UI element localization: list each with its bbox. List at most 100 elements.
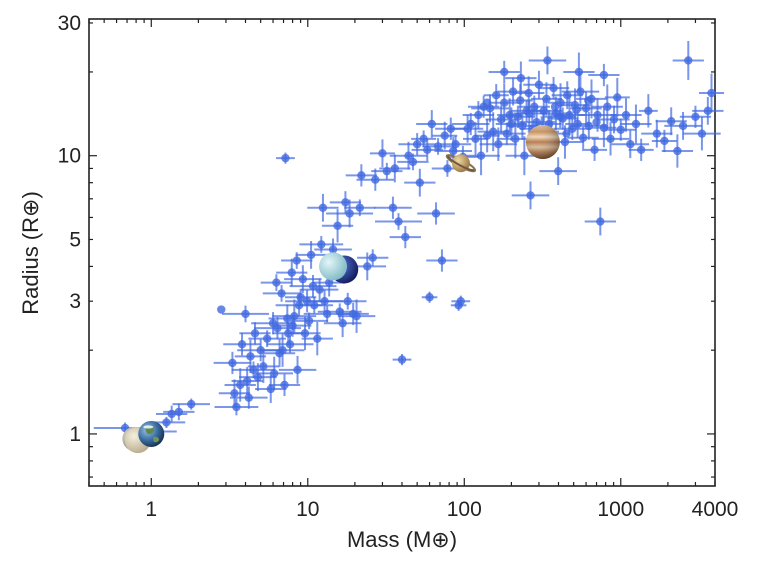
data-point [268, 373, 301, 397]
x-axis-title: Mass (M⊕) [347, 527, 457, 552]
point-marker [292, 256, 301, 265]
data-point [278, 355, 317, 384]
point-marker [246, 352, 255, 361]
point-marker [543, 56, 552, 65]
point-marker [324, 278, 334, 287]
point-marker [368, 253, 377, 262]
point-marker [542, 94, 551, 104]
point-marker [596, 217, 605, 226]
point-marker [524, 88, 533, 98]
planet-shade [525, 125, 560, 160]
data-point [604, 77, 630, 117]
point-marker [250, 329, 260, 338]
point-marker [431, 209, 441, 218]
point-marker [236, 380, 245, 390]
data-point [698, 73, 725, 113]
data-point [321, 209, 354, 243]
point-marker [345, 209, 354, 218]
point-marker [550, 102, 560, 111]
point-marker [437, 256, 447, 265]
data-point [661, 134, 694, 168]
point-marker [284, 329, 293, 338]
point-marker [355, 203, 365, 212]
earth-cloud [143, 425, 154, 429]
data-point [344, 199, 376, 217]
data-point [276, 152, 295, 164]
data-point [337, 299, 376, 333]
point-marker [388, 203, 398, 212]
data-point [495, 107, 528, 141]
solar-system-planets [122, 125, 560, 454]
saturn-ring-front [446, 155, 475, 172]
point-marker [500, 67, 509, 77]
y-tick-labels: 1 3 5 10 30 [58, 12, 81, 446]
data-point [369, 139, 395, 168]
data-point [230, 386, 268, 409]
data-point [404, 168, 436, 197]
point-marker [253, 372, 263, 382]
data-point [562, 129, 571, 138]
saturn-icon [445, 154, 477, 173]
point-marker [526, 191, 535, 200]
earth-icon [138, 420, 165, 447]
point-marker [549, 83, 558, 93]
data-point [260, 274, 293, 291]
data-point [539, 157, 577, 186]
point-marker [560, 137, 570, 147]
data-point [262, 285, 301, 302]
point-marker [581, 104, 591, 113]
point-marker [525, 109, 534, 118]
data-point [214, 398, 259, 416]
point-marker [266, 384, 275, 394]
point-marker [262, 334, 272, 343]
point-marker [285, 340, 295, 349]
data-point [592, 117, 601, 127]
data-point [611, 130, 650, 159]
point-marker [446, 124, 455, 133]
point-marker [232, 402, 241, 412]
uranus-icon [319, 252, 348, 281]
data-point [375, 213, 422, 230]
data-point [426, 249, 458, 272]
y-tick-label: 3 [69, 290, 81, 313]
point-marker [352, 311, 361, 321]
point-marker [599, 70, 609, 80]
point-marker [576, 87, 585, 96]
y-tick-label: 30 [58, 12, 81, 35]
point-marker [603, 102, 612, 111]
data-point [379, 154, 411, 183]
data-point [231, 361, 276, 379]
point-marker [174, 407, 184, 417]
point-marker [511, 134, 520, 144]
data-point [222, 305, 269, 323]
data-point [260, 333, 305, 367]
point-marker [652, 129, 662, 138]
point-marker [553, 166, 563, 176]
data-point [513, 99, 545, 128]
point-marker [606, 134, 615, 144]
point-marker [401, 232, 410, 242]
point-marker [290, 311, 299, 321]
point-marker [500, 98, 509, 107]
point-marker [237, 340, 247, 349]
data-point [239, 322, 271, 345]
point-marker [378, 149, 387, 158]
data-point [421, 291, 438, 303]
point-marker [667, 117, 676, 126]
point-marker [621, 110, 631, 120]
x-tick-label: 1 [145, 498, 157, 521]
data-point [289, 316, 321, 350]
point-marker [476, 151, 486, 160]
point-marker [626, 139, 635, 149]
point-marker [456, 296, 465, 306]
data-point [463, 122, 489, 156]
data-point [356, 168, 395, 191]
data-point [561, 72, 600, 112]
x-tick-labels: 1 10 100 1000 4000 [145, 498, 738, 521]
point-marker [371, 175, 380, 184]
point-marker [474, 110, 483, 120]
point-marker [217, 305, 226, 314]
data-point [451, 112, 490, 136]
data-point [584, 96, 593, 105]
